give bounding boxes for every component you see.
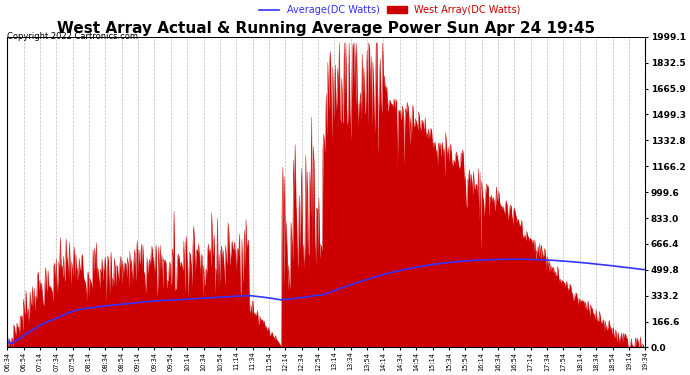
Legend: Average(DC Watts), West Array(DC Watts): Average(DC Watts), West Array(DC Watts) — [255, 2, 524, 19]
Text: Copyright 2022 Cartronics.com: Copyright 2022 Cartronics.com — [7, 32, 138, 41]
Title: West Array Actual & Running Average Power Sun Apr 24 19:45: West Array Actual & Running Average Powe… — [57, 21, 595, 36]
